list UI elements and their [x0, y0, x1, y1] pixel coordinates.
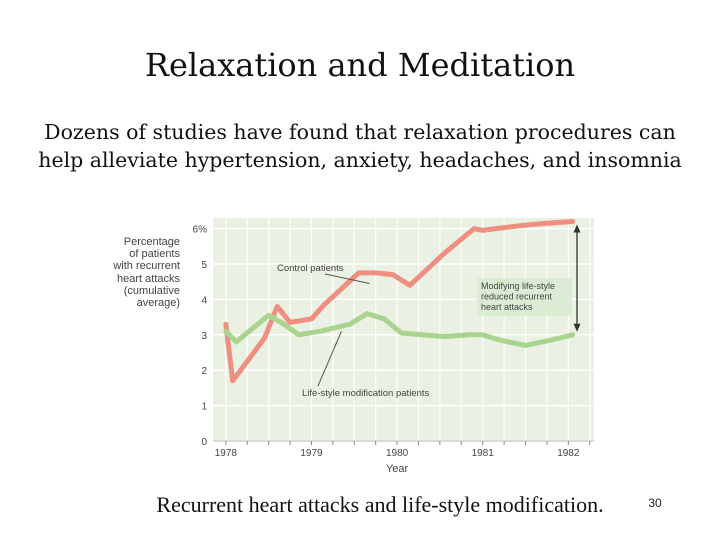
series-line-lifestyle-patients [223, 311, 576, 348]
y-axis-label: Percentage of patients with recurrent he… [100, 236, 180, 309]
y-axis-label-line: (cumulative [123, 284, 180, 297]
annotation-box-line: Modifying life-style [481, 281, 555, 291]
x-tick-label: 1982 [557, 448, 580, 459]
y-axis-label-line: with recurrent [113, 260, 180, 273]
y-axis-label-line: Percentage [123, 236, 180, 248]
page-number: 30 [648, 496, 662, 510]
annotation-box [477, 278, 572, 316]
annotation-control-patients: Control patients [277, 263, 344, 274]
slide-subtitle: Dozens of studies have found that relaxa… [20, 118, 700, 174]
annotation-lifestyle-patients: Life-style modification patients [302, 388, 430, 399]
y-axis-label-line: heart attacks [117, 272, 180, 285]
slide-title: Relaxation and Meditation [144, 46, 576, 84]
annotation-arrow-head-bottom [573, 323, 581, 332]
y-tick-label: 3 [201, 331, 207, 342]
y-tick-label: 5 [201, 260, 207, 271]
y-tick-label: 6% [193, 225, 208, 236]
series-line-control-patients [223, 219, 576, 384]
y-tick-label: 4 [201, 295, 207, 306]
x-tick-label: 1981 [472, 448, 495, 459]
y-tick-label: 0 [201, 437, 207, 448]
x-axis-label: Year [386, 463, 409, 475]
y-axis-label-line: average) [136, 297, 180, 310]
annotation-leader-lifestyle [317, 331, 342, 387]
y-axis-label-line: of patients [129, 248, 180, 261]
figure-caption: Recurrent heart attacks and life-style m… [156, 492, 604, 517]
x-tick-label: 1979 [300, 448, 323, 459]
annotation-arrow-head-top [573, 224, 581, 233]
y-tick-label: 1 [201, 402, 207, 413]
subtitle-line-1: Dozens of studies have found that relaxa… [44, 120, 676, 144]
annotation-box-line: heart attacks [481, 302, 533, 312]
x-tick-label: 1978 [215, 448, 238, 459]
plot-background [213, 218, 594, 441]
subtitle-line-2: help alleviate hypertension, anxiety, he… [38, 148, 682, 172]
y-tick-label: 2 [201, 366, 207, 377]
x-tick-label: 1980 [386, 448, 409, 459]
annotation-leader-control [324, 273, 370, 284]
annotation-box-line: reduced recurrent [481, 292, 553, 302]
